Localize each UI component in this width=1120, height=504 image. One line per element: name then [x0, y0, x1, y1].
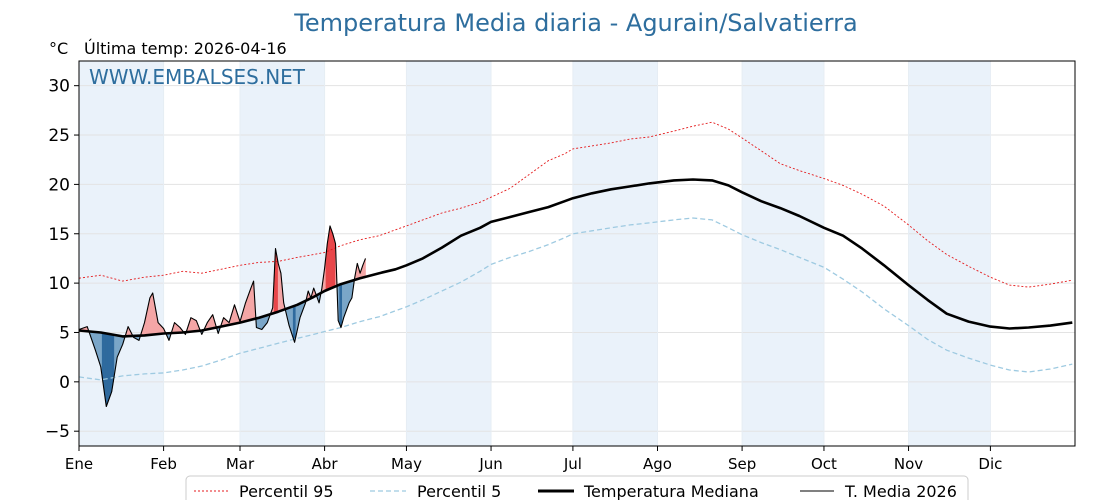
x-tick-label: Nov [894, 455, 923, 473]
legend-label-p95: Percentil 95 [239, 482, 334, 500]
y-tick-label: −5 [45, 422, 70, 442]
x-tick-label: Mar [226, 455, 255, 473]
x-tick-label: May [391, 455, 422, 473]
x-tick-label: Dic [978, 455, 1002, 473]
y-tick-label: 30 [48, 77, 70, 97]
y-tick-label: 5 [59, 323, 70, 343]
series-lines [78, 121, 1073, 408]
legend-label-p5: Percentil 5 [417, 482, 501, 500]
watermark: WWW.EMBALSES.NET [89, 65, 306, 89]
month-band [406, 61, 492, 446]
x-tick-label: Ene [65, 455, 93, 473]
chart-title: Temperatura Media diaria - Agurain/Salva… [293, 9, 857, 37]
x-tick-label: Sep [728, 455, 756, 473]
legend-label-median: Temperatura Mediana [583, 482, 759, 500]
legend-box [185, 475, 969, 504]
x-tick-label: Feb [150, 455, 177, 473]
plot-frame [78, 60, 1076, 447]
series-line-p5 [78, 217, 1073, 381]
legend: Percentil 95 Percentil 5 Temperatura Med… [185, 475, 969, 504]
y-tick-label: 15 [48, 225, 70, 245]
month-band [79, 61, 164, 446]
x-tick-label: Abr [312, 455, 339, 473]
x-tick-label: Jul [563, 455, 582, 473]
month-bands [79, 61, 991, 446]
x-tick-label: Jun [478, 455, 502, 473]
month-band [572, 61, 658, 446]
month-band [742, 61, 824, 446]
y-tick-label: 0 [59, 373, 70, 393]
y-tick-label: 10 [48, 274, 70, 294]
x-tick-label: Oct [811, 455, 837, 473]
month-band [239, 61, 325, 446]
month-band [908, 61, 991, 446]
last-temp-label: Última temp: 2026-04-16 [84, 39, 287, 58]
legend-label-current: T. Media 2026 [844, 482, 957, 500]
series-line-current [78, 225, 367, 408]
y-axis-ticks: −5 0 5 10 15 20 25 30 [45, 77, 79, 442]
unit-label: °C [49, 39, 68, 58]
series-line-median [78, 178, 1073, 338]
y-tick-label: 20 [48, 175, 70, 195]
x-tick-label: Ago [643, 455, 672, 473]
y-tick-label: 25 [48, 126, 70, 146]
x-axis-ticks: Ene Feb Mar Abr May Jun Jul Ago Sep Oct Nov Dic [65, 446, 1002, 473]
